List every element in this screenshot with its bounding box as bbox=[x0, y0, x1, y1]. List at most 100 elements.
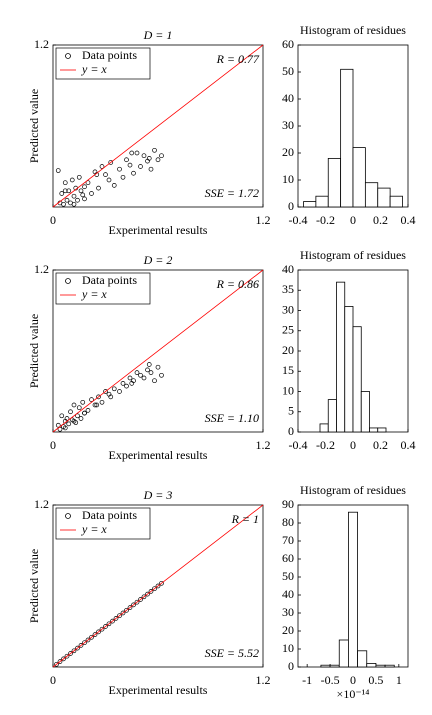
data-point bbox=[96, 185, 101, 191]
annotation: SSE = 1.10 bbox=[205, 411, 259, 425]
data-point bbox=[85, 408, 91, 413]
legend-marker bbox=[65, 513, 71, 519]
data-point bbox=[89, 634, 94, 640]
data-point bbox=[61, 656, 66, 662]
data-point bbox=[82, 640, 87, 646]
data-point bbox=[82, 410, 87, 416]
histogram-bar bbox=[338, 639, 349, 668]
x-tick-label: -0.4 bbox=[289, 438, 308, 452]
data-point bbox=[117, 613, 122, 619]
data-point bbox=[131, 602, 136, 608]
annotation: R = 0.86 bbox=[216, 277, 259, 291]
data-point bbox=[94, 402, 100, 408]
data-point bbox=[159, 372, 164, 378]
x-tick-label: -0.5 bbox=[321, 673, 340, 687]
histogram-bar bbox=[319, 423, 329, 433]
y-tick-label: 5 bbox=[288, 404, 294, 418]
data-point bbox=[124, 607, 129, 613]
x-axis-label: Experimental results bbox=[109, 448, 208, 462]
data-point bbox=[138, 164, 143, 169]
data-point bbox=[99, 626, 105, 632]
data-point bbox=[159, 580, 164, 586]
data-point bbox=[62, 425, 68, 431]
x-tick-label: 0.4 bbox=[401, 438, 416, 452]
x-tick-label: 1.2 bbox=[256, 213, 271, 227]
legend-label: Data points bbox=[82, 273, 137, 287]
y-tick-label: 70 bbox=[282, 533, 294, 547]
histogram-bar bbox=[369, 427, 379, 433]
histogram-bar bbox=[377, 187, 391, 208]
y-tick-label: 60 bbox=[282, 37, 294, 51]
data-point bbox=[134, 370, 140, 375]
x-tick-label: 1.2 bbox=[256, 438, 271, 452]
plot-frame bbox=[52, 44, 264, 208]
chart-title: D = 2 bbox=[143, 253, 173, 267]
data-point bbox=[134, 150, 140, 156]
data-point bbox=[54, 661, 59, 667]
data-point bbox=[89, 397, 94, 402]
y-tick-label: 50 bbox=[282, 64, 294, 78]
y-tick-label: 20 bbox=[282, 623, 294, 637]
data-point bbox=[92, 402, 98, 408]
y-axis-label: Predicted value bbox=[27, 314, 41, 388]
histogram-bar bbox=[344, 306, 354, 433]
data-point bbox=[155, 583, 161, 589]
data-point bbox=[64, 197, 70, 203]
histogram-bar bbox=[303, 201, 317, 208]
data-point bbox=[75, 645, 80, 651]
histogram-bar bbox=[336, 281, 346, 433]
y-tick-label: 40 bbox=[282, 587, 294, 601]
y-tick-label: 80 bbox=[282, 515, 294, 529]
data-point bbox=[75, 413, 80, 419]
x-tick-label: 0 bbox=[350, 438, 356, 452]
data-point bbox=[106, 177, 112, 183]
data-point bbox=[138, 372, 143, 378]
data-point bbox=[103, 172, 108, 177]
histogram-bar bbox=[352, 147, 366, 208]
annotation: R = 0.77 bbox=[216, 52, 260, 66]
y-tick-label: 10 bbox=[282, 641, 294, 655]
histogram-bar bbox=[352, 326, 362, 433]
y-tick-label: 20 bbox=[282, 145, 294, 159]
data-point bbox=[71, 201, 77, 207]
x-tick-label: 0 bbox=[50, 213, 56, 227]
y-tick-label: 30 bbox=[282, 302, 294, 316]
data-point bbox=[148, 370, 154, 375]
data-point bbox=[71, 418, 77, 424]
data-point bbox=[82, 184, 87, 190]
data-point bbox=[120, 381, 126, 386]
x-tick-label: 0.5 bbox=[368, 673, 383, 687]
x-tick-label: 0 bbox=[50, 438, 56, 452]
legend-label: Data points bbox=[82, 48, 137, 62]
plot-frame bbox=[52, 269, 264, 433]
histogram-bar bbox=[364, 182, 379, 208]
y-tick-label: 1.2 bbox=[34, 497, 49, 511]
data-point bbox=[78, 416, 84, 421]
y-tick-label: 35 bbox=[282, 282, 294, 296]
data-point bbox=[96, 394, 101, 400]
x-tick-label: 0 bbox=[350, 673, 356, 687]
data-point bbox=[134, 599, 140, 605]
data-point bbox=[120, 610, 126, 616]
data-point bbox=[57, 659, 63, 664]
legend-box bbox=[55, 272, 151, 305]
histogram-bar bbox=[320, 664, 331, 668]
data-point bbox=[159, 153, 164, 159]
annotation: SSE = 5.52 bbox=[205, 646, 259, 660]
y-tick-label: 40 bbox=[282, 262, 294, 276]
reference-line bbox=[52, 504, 264, 668]
reference-line bbox=[52, 44, 264, 208]
chart-title: Histogram of residues bbox=[300, 23, 406, 37]
x-tick-label: -0.4 bbox=[289, 213, 308, 227]
histogram-bar bbox=[377, 427, 387, 433]
data-point bbox=[66, 188, 72, 194]
x-tick-label: 0.4 bbox=[401, 213, 416, 227]
chart-title: Histogram of residues bbox=[300, 248, 406, 262]
y-tick-label: 30 bbox=[282, 605, 294, 619]
data-point bbox=[127, 375, 133, 381]
y-tick-label: 1.2 bbox=[34, 262, 49, 276]
histogram-bar bbox=[348, 511, 358, 668]
histogram-bar bbox=[389, 195, 403, 208]
legend-label: y = x bbox=[81, 287, 107, 301]
